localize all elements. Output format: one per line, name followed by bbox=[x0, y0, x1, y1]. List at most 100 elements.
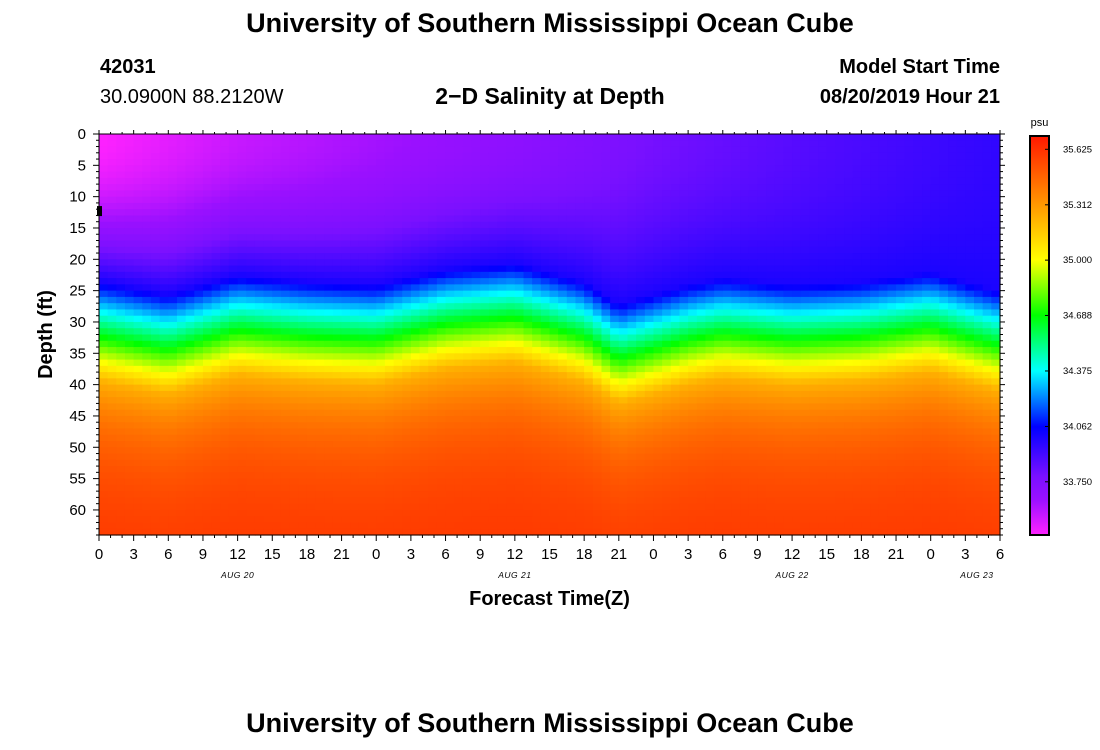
heatmap-cell bbox=[462, 278, 473, 285]
heatmap-cell bbox=[99, 459, 109, 467]
heatmap-cell bbox=[584, 459, 594, 467]
heatmap-cell bbox=[220, 478, 230, 486]
heatmap-cell bbox=[168, 227, 178, 235]
heatmap-cell bbox=[558, 403, 568, 411]
heatmap-cell bbox=[471, 146, 481, 154]
heatmap-cell bbox=[228, 447, 239, 455]
heatmap-cell bbox=[740, 459, 750, 467]
heatmap-cell bbox=[107, 359, 117, 367]
heatmap-cell bbox=[107, 209, 117, 217]
heatmap-cell bbox=[540, 434, 551, 442]
heatmap-cell bbox=[211, 271, 221, 279]
heatmap-cell bbox=[263, 221, 273, 229]
heatmap-cell bbox=[480, 403, 490, 411]
heatmap-cell bbox=[480, 466, 490, 473]
heatmap-cell bbox=[99, 209, 109, 217]
heatmap-cell bbox=[428, 415, 438, 423]
heatmap-cell bbox=[497, 171, 507, 179]
heatmap-cell bbox=[220, 484, 230, 492]
heatmap-cell bbox=[211, 278, 221, 285]
heatmap-cell bbox=[99, 284, 109, 292]
heatmap-cell bbox=[202, 390, 213, 398]
heatmap-cell bbox=[116, 171, 126, 179]
heatmap-cell bbox=[705, 347, 715, 354]
heatmap-cell bbox=[618, 434, 629, 442]
heatmap-cell bbox=[714, 484, 724, 492]
heatmap-cell bbox=[488, 372, 499, 379]
heatmap-cell bbox=[566, 372, 577, 379]
heatmap-cell bbox=[142, 271, 152, 279]
heatmap-cell bbox=[670, 509, 681, 517]
heatmap-cell bbox=[99, 221, 109, 229]
heatmap-cell bbox=[176, 290, 187, 298]
heatmap-cell bbox=[454, 359, 464, 367]
heatmap-cell bbox=[384, 384, 395, 392]
heatmap-cell bbox=[514, 259, 525, 267]
heatmap-cell bbox=[532, 497, 542, 505]
heatmap-cell bbox=[740, 478, 750, 486]
heatmap-cell bbox=[610, 202, 620, 210]
heatmap-cell bbox=[341, 278, 351, 285]
heatmap-cell bbox=[462, 196, 473, 204]
heatmap-cell bbox=[384, 390, 395, 398]
heatmap-cell bbox=[254, 334, 265, 342]
heatmap-cell bbox=[280, 140, 291, 148]
heatmap-cell bbox=[731, 234, 741, 242]
heatmap-cell bbox=[142, 265, 152, 273]
heatmap-cell bbox=[696, 441, 707, 448]
heatmap-cell bbox=[358, 491, 369, 499]
heatmap-cell bbox=[514, 234, 525, 242]
heatmap-cell bbox=[298, 503, 308, 511]
heatmap-cell bbox=[731, 390, 741, 398]
heatmap-cell bbox=[532, 309, 542, 317]
heatmap-cell bbox=[566, 309, 577, 317]
heatmap-cell bbox=[254, 491, 265, 499]
heatmap-cell bbox=[575, 177, 585, 185]
heatmap-cell bbox=[696, 459, 707, 467]
heatmap-cell bbox=[722, 415, 733, 423]
heatmap-cell bbox=[116, 459, 126, 467]
heatmap-cell bbox=[540, 422, 551, 430]
heatmap-cell bbox=[185, 378, 195, 386]
heatmap-cell bbox=[618, 384, 629, 392]
heatmap-cell bbox=[523, 365, 533, 373]
heatmap-cell bbox=[289, 516, 299, 524]
heatmap-cell bbox=[523, 459, 533, 467]
heatmap-cell bbox=[497, 159, 507, 166]
heatmap-cell bbox=[263, 516, 273, 524]
heatmap-cell bbox=[211, 484, 221, 492]
heatmap-cell bbox=[228, 140, 239, 148]
heatmap-cell bbox=[558, 309, 568, 317]
heatmap-cell bbox=[757, 484, 767, 492]
heatmap-cell bbox=[358, 278, 369, 285]
heatmap-cell bbox=[168, 415, 178, 423]
heatmap-cell bbox=[263, 259, 273, 267]
heatmap-cell bbox=[601, 202, 611, 210]
heatmap-cell bbox=[488, 397, 499, 405]
heatmap-cell bbox=[757, 134, 767, 141]
heatmap-cell bbox=[601, 347, 611, 354]
heatmap-cell bbox=[324, 209, 334, 217]
heatmap-cell bbox=[575, 240, 585, 248]
heatmap-cell bbox=[653, 522, 663, 530]
heatmap-cell bbox=[194, 321, 204, 329]
heatmap-cell bbox=[584, 503, 594, 511]
heatmap-cell bbox=[306, 397, 317, 405]
heatmap-cell bbox=[532, 340, 542, 348]
heatmap-cell bbox=[402, 503, 412, 511]
heatmap-cell bbox=[714, 353, 724, 361]
heatmap-cell bbox=[549, 390, 559, 398]
heatmap-cell bbox=[549, 140, 559, 148]
heatmap-cell bbox=[696, 253, 707, 260]
heatmap-cell bbox=[488, 353, 499, 361]
heatmap-cell bbox=[280, 209, 291, 217]
heatmap-cell bbox=[150, 466, 161, 473]
heatmap-cell bbox=[272, 284, 282, 292]
heatmap-cell bbox=[159, 265, 169, 273]
heatmap-cell bbox=[99, 334, 109, 342]
heatmap-cell bbox=[627, 378, 637, 386]
heatmap-cell bbox=[124, 353, 135, 361]
heatmap-cell bbox=[471, 296, 481, 304]
heatmap-cell bbox=[766, 459, 776, 467]
heatmap-cell bbox=[107, 177, 117, 185]
